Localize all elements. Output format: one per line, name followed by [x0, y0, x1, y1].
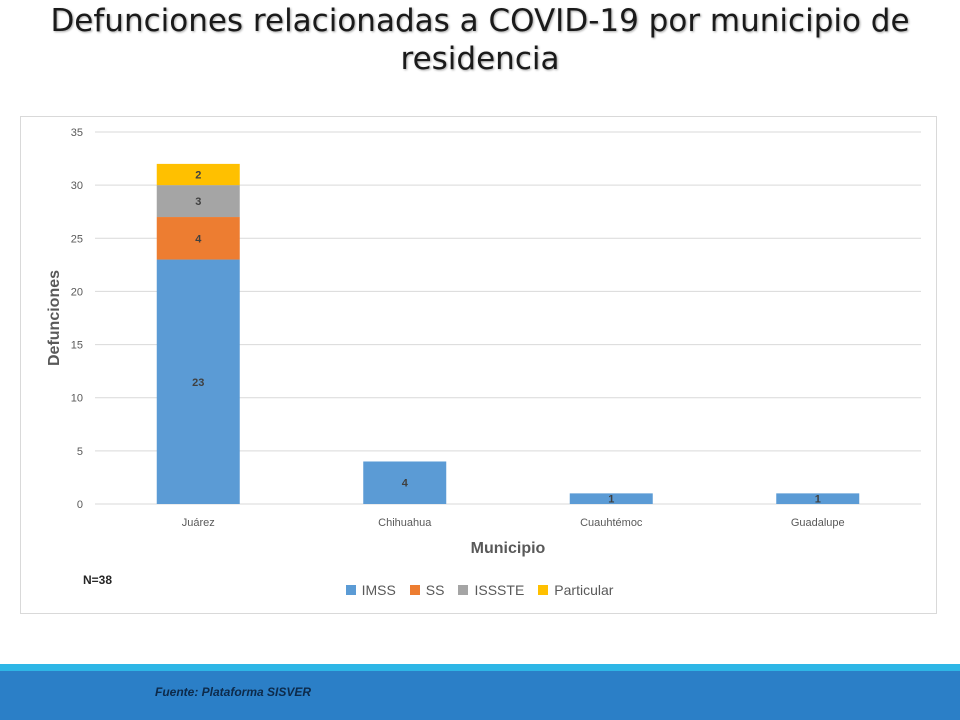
- bar-segment-imss: [776, 493, 860, 504]
- legend-item-ss: SS: [409, 582, 445, 598]
- x-tick-label: Cuauhtémoc: [580, 517, 643, 529]
- data-label: 1: [815, 494, 821, 506]
- x-tick-label: Chihuahua: [378, 517, 432, 529]
- x-tick-label: Guadalupe: [791, 517, 845, 529]
- sample-size-note: N=38: [83, 573, 113, 587]
- data-label: 3: [195, 196, 201, 208]
- legend-swatch: [409, 585, 420, 595]
- data-label: 2: [195, 170, 201, 182]
- legend-swatch: [538, 585, 549, 595]
- slide-title: Defunciones relacionadas a COVID-19 por …: [50, 3, 910, 77]
- bar-segment-imss: [569, 493, 653, 504]
- source-note: Fuente: Plataforma SISVER: [155, 685, 312, 699]
- data-labels: 23 4 3 2 4 1 1: [192, 170, 821, 506]
- data-label: 4: [402, 478, 409, 490]
- legend-label: IMSS: [361, 582, 396, 598]
- data-label: 1: [608, 494, 614, 506]
- legend-item-issste: ISSSTE: [458, 582, 524, 598]
- y-tick-labels: 0 5 10 15 20 25 30 35: [71, 127, 83, 511]
- legend-label: ISSSTE: [474, 582, 525, 598]
- legend-label: Particular: [554, 582, 614, 598]
- x-axis-title: Municipio: [471, 540, 546, 557]
- y-tick-label: 30: [71, 180, 83, 192]
- chart-area: 0 5 10 15 20 25 30 35 23 4 3 2 4 1 1 Juárez Chihuahua C…: [20, 116, 937, 614]
- y-tick-label: 5: [77, 446, 83, 458]
- footer-band: Fuente: Plataforma SISVER: [0, 671, 960, 720]
- chart-legend: IMSS SS ISSSTE Particular: [21, 580, 938, 600]
- bar-segment-imss: [363, 461, 447, 504]
- y-tick-label: 25: [71, 233, 83, 245]
- bar-segment-imss: [156, 259, 240, 504]
- x-tick-labels: Juárez Chihuahua Cuauhtémoc Guadalupe: [182, 517, 845, 529]
- bar-segment-particular: [156, 163, 240, 186]
- y-tick-label: 15: [71, 340, 83, 352]
- legend-item-imss: IMSS: [345, 582, 396, 598]
- legend-label: SS: [425, 582, 445, 598]
- legend-item-particular: Particular: [538, 582, 613, 598]
- bar-segment-issste: [156, 185, 240, 218]
- data-label: 4: [195, 233, 202, 245]
- y-tick-label: 20: [71, 286, 83, 298]
- y-axis-title: Defunciones: [46, 270, 63, 366]
- y-tick-label: 35: [71, 127, 83, 139]
- stacked-bar-chart: 0 5 10 15 20 25 30 35 23 4 3 2 4 1 1 Juárez Chihuahua C…: [46, 127, 921, 557]
- y-tick-label: 0: [77, 499, 83, 511]
- x-tick-label: Juárez: [182, 517, 215, 529]
- bars: [156, 163, 860, 504]
- y-tick-label: 10: [71, 393, 83, 405]
- data-label: 23: [192, 377, 204, 389]
- legend-swatch: [458, 585, 469, 595]
- legend-swatch: [345, 585, 356, 595]
- bar-segment-ss: [156, 217, 240, 260]
- footer-stripe: [0, 664, 960, 671]
